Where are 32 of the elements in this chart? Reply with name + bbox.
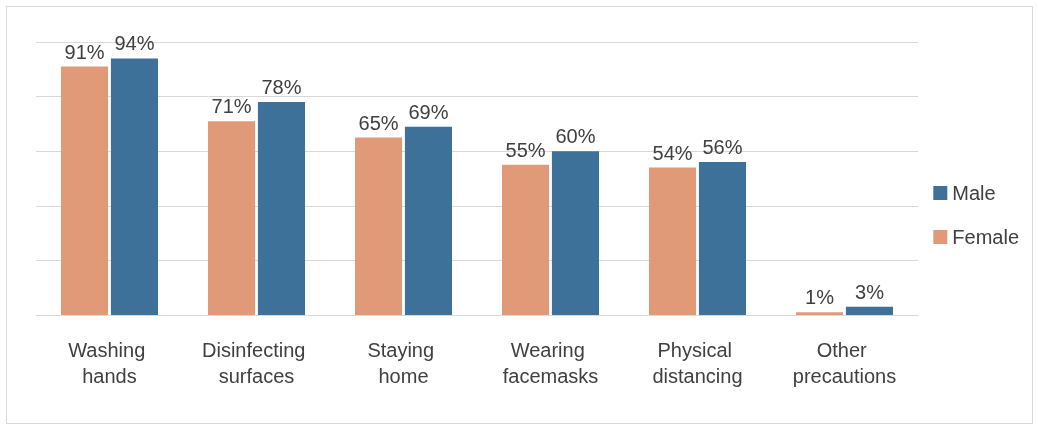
legend-label: Female [952,226,1020,248]
bar [698,162,747,315]
data-label: 94% [114,32,155,55]
data-label: 69% [408,100,449,123]
bar [404,126,453,315]
x-tick-label: Washing hands [68,339,151,387]
x-tick-label: Physical distancing [652,339,743,387]
data-label: 55% [505,138,546,161]
data-label: 1% [805,286,835,309]
legend-label: Male [952,182,996,204]
x-tick-label: Staying home [367,339,440,387]
bar [648,167,697,315]
bar [207,121,256,315]
data-label: 3% [855,280,885,303]
bar [845,306,894,315]
bar [60,66,109,315]
data-label: 78% [261,76,302,99]
bar [795,312,844,315]
data-label: 60% [555,125,596,148]
x-tick-label: Other precautions [792,339,897,387]
bar [551,151,600,315]
data-label: 56% [702,136,743,159]
bar [501,164,550,315]
data-label: 71% [211,95,252,118]
bar [110,58,159,315]
data-label: 65% [358,111,399,134]
bar [257,102,306,315]
data-label: 54% [652,141,693,164]
bar [354,137,403,315]
x-tick-label: Disinfecting surfaces [202,339,311,387]
x-tick-label: Wearing facemasks [502,339,599,387]
data-label: 91% [64,40,105,63]
